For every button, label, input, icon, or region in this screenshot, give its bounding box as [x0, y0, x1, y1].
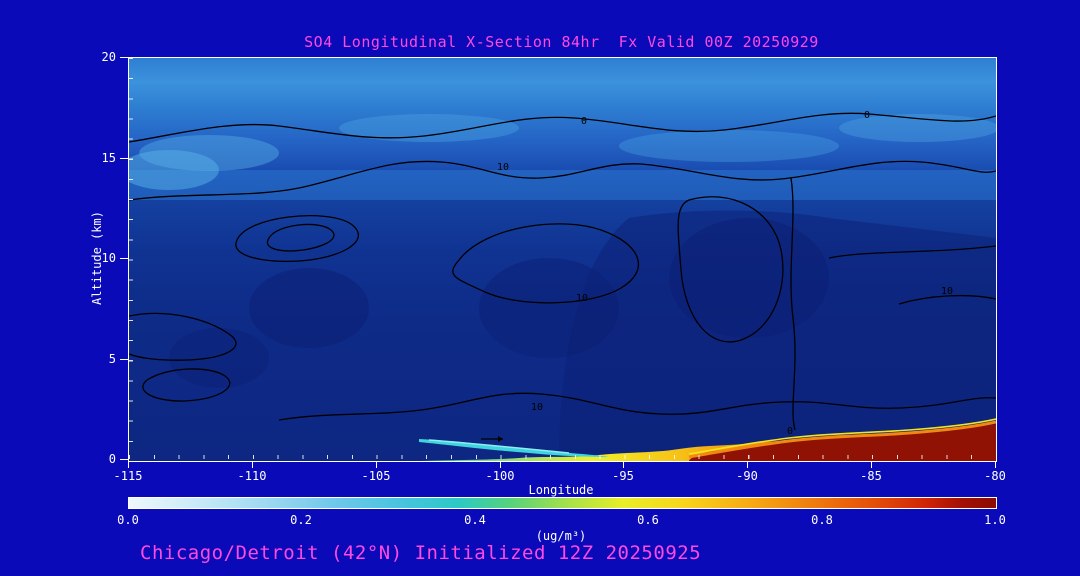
dark-patch [669, 218, 829, 338]
contour-loop [677, 196, 784, 343]
colorbar-unit-label: (ug/m³) [535, 529, 587, 543]
contour-label: 10 [576, 293, 588, 304]
x-tick [128, 461, 129, 468]
contour-line [790, 177, 796, 431]
contour-label: 10 [941, 286, 953, 297]
plume-cyan-highlight [428, 439, 570, 454]
y-axis-title: Altitude (km) [90, 211, 104, 305]
contour-line [898, 294, 996, 305]
colorbar-tick-label: 0.4 [464, 513, 486, 527]
x-tick [871, 461, 872, 468]
x-tick [500, 461, 501, 468]
y-tick-label: 15 [101, 151, 116, 165]
contour-label: 0 [787, 426, 793, 437]
x-tick-label: -80 [984, 469, 1006, 483]
contour-label: 0 [581, 116, 587, 127]
x-axis-minor-ticks [129, 455, 995, 459]
dark-region [559, 210, 996, 461]
contour-label: 10 [497, 162, 509, 173]
light-patch [619, 130, 839, 162]
y-tick-label: 20 [101, 50, 116, 64]
x-axis-title: Longitude [528, 483, 594, 497]
y-tick-label: 0 [108, 452, 116, 466]
colorbar [128, 497, 997, 509]
y-tick [120, 359, 128, 360]
contour-label: 0 [864, 110, 870, 121]
y-tick-label: 10 [101, 251, 116, 265]
x-tick [747, 461, 748, 468]
xsection-plot-canvas: 0 0 10 10 10 0 10 [129, 58, 996, 461]
plume-yellow-fringe [688, 418, 996, 455]
colorbar-tick-label: 1.0 [984, 513, 1006, 527]
x-tick-label: -85 [860, 469, 882, 483]
x-tick-label: -110 [237, 469, 267, 483]
y-tick [120, 158, 128, 159]
y-tick-label: 5 [108, 352, 116, 366]
colorbar-tick-label: 0.6 [637, 513, 659, 527]
x-tick [995, 461, 996, 468]
y-tick [120, 459, 128, 460]
dark-patch [169, 328, 269, 388]
contour-label: 10 [531, 402, 543, 413]
xsection-plot-area: 0 0 10 10 10 0 10 [128, 57, 997, 462]
x-tick [252, 461, 253, 468]
plot-title: SO4 Longitudinal X-Section 84hr Fx Valid… [304, 33, 819, 51]
x-tick-label: -100 [485, 469, 515, 483]
contour-line [129, 312, 237, 361]
light-patch [129, 150, 219, 190]
contour-loop [142, 368, 231, 402]
upper-band [129, 170, 996, 200]
initialization-caption: Chicago/Detroit (42°N) Initialized 12Z 2… [140, 542, 702, 564]
y-axis-minor-ticks [129, 58, 133, 460]
dark-patch [479, 258, 619, 358]
light-patch [339, 114, 519, 142]
contour-loop [266, 223, 335, 252]
x-tick [376, 461, 377, 468]
y-tick [120, 258, 128, 259]
contour-line [278, 392, 996, 421]
colorbar-tick-label: 0.8 [811, 513, 833, 527]
plume-orange-fringe [688, 420, 996, 459]
contour-line [828, 245, 996, 259]
flow-arrow-head-icon [498, 436, 503, 442]
contour-loop [235, 215, 359, 262]
x-tick-label: -105 [361, 469, 391, 483]
y-tick [120, 57, 128, 58]
contour-loop [452, 223, 639, 304]
contour-line [129, 112, 996, 143]
colorbar-tick-label: 0.0 [117, 513, 139, 527]
x-tick-label: -115 [113, 469, 143, 483]
x-tick [623, 461, 624, 468]
x-tick-label: -95 [612, 469, 634, 483]
x-tick-label: -90 [736, 469, 758, 483]
dark-patch [249, 268, 369, 348]
contour-line [129, 160, 996, 201]
colorbar-tick-label: 0.2 [290, 513, 312, 527]
